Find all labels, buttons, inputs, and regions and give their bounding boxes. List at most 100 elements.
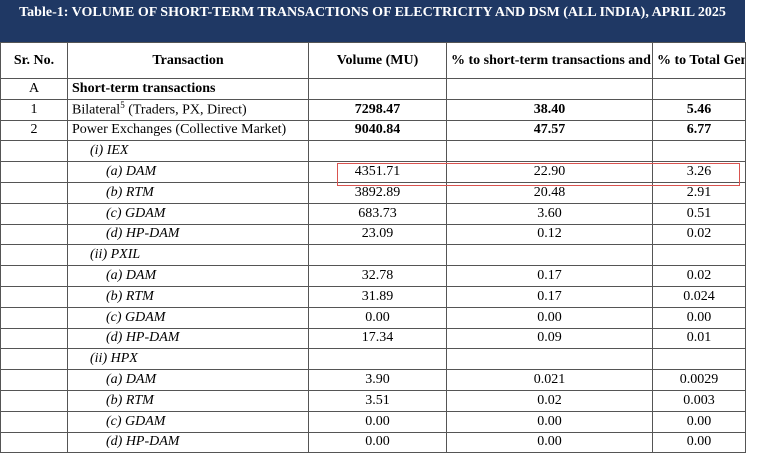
transaction-cell: (i) IEX — [67, 140, 309, 163]
sr-cell — [0, 181, 68, 204]
volume-cell: 0.00 — [308, 431, 447, 454]
sr-cell — [0, 348, 68, 371]
pct-short-term-cell — [446, 78, 653, 100]
transaction-detail: (Traders, PX, Direct) — [124, 103, 247, 119]
transaction-text: Power Exchanges (Collective Market) — [72, 122, 287, 138]
pct-short-term-cell: 0.00 — [446, 410, 653, 433]
transaction-text: (ii) PXIL — [90, 247, 141, 263]
table-row: (d) HP-DAM 0.00 0.00 0.00 — [0, 431, 746, 454]
pct-generation-cell — [652, 78, 746, 100]
pct-generation-cell: 0.00 — [652, 306, 746, 329]
sr-cell — [0, 389, 68, 412]
transaction-cell: (ii) HPX — [67, 348, 309, 371]
pct-short-term-cell: 38.40 — [446, 98, 653, 121]
volume-cell — [308, 78, 447, 100]
header-cell: % to short-term transactions and DSM Vol… — [446, 42, 653, 79]
pct-generation-cell: 0.02 — [652, 265, 746, 287]
pct-generation-cell: 5.46 — [652, 98, 746, 121]
volume-cell: 17.34 — [308, 327, 447, 350]
transaction-cell: (d) HP-DAM — [67, 223, 309, 246]
pct-generation-cell — [652, 348, 746, 371]
transaction-cell: (d) HP-DAM — [67, 431, 309, 454]
table-row: 1 Bilateral5 (Traders, PX, Direct) 7298.47… — [0, 98, 746, 121]
volume-cell: 23.09 — [308, 223, 447, 246]
table-row: (a) DAM 3.90 0.021 0.0029 — [0, 369, 746, 391]
transaction-text: (b) RTM — [106, 184, 154, 200]
transaction-text: (c) GDAM — [106, 205, 166, 221]
pct-short-term-cell — [446, 348, 653, 371]
transaction-text: (ii) HPX — [90, 351, 138, 367]
transaction-text: (a) DAM — [106, 164, 157, 180]
sr-cell — [0, 202, 68, 225]
transaction-text: Short-term transactions — [72, 80, 216, 96]
transaction-text: (d) HP-DAM — [106, 330, 180, 346]
table-row: (ii) PXIL — [0, 244, 746, 267]
pct-generation-cell: 6.77 — [652, 119, 746, 142]
transaction-cell: (c) GDAM — [67, 410, 309, 433]
table-row: (c) GDAM 0.00 0.00 0.00 — [0, 306, 746, 329]
pct-generation-cell: 0.02 — [652, 223, 746, 246]
table-row: (ii) HPX — [0, 348, 746, 371]
sr-cell — [0, 161, 68, 183]
pct-short-term-cell — [446, 244, 653, 267]
volume-cell: 3.51 — [308, 389, 447, 412]
volume-cell — [308, 244, 447, 267]
volume-cell: 3.90 — [308, 369, 447, 391]
pct-generation-cell — [652, 140, 746, 163]
header-row: Sr. No. Transaction Volume (MU) % to sho… — [0, 42, 746, 79]
pct-generation-cell — [652, 244, 746, 267]
sr-cell — [0, 369, 68, 391]
sr-cell: A — [0, 78, 68, 100]
table-body: A Short-term transactions 1 Bilateral5 (Tra… — [0, 78, 746, 454]
volume-cell: 683.73 — [308, 202, 447, 225]
pct-generation-cell: 0.51 — [652, 202, 746, 225]
header-cell: Transaction — [67, 42, 309, 79]
pct-generation-cell: 0.003 — [652, 389, 746, 412]
transaction-text: (a) DAM — [106, 268, 157, 284]
table-title: Table-1: VOLUME OF SHORT-TERM TRANSACTIO… — [0, 0, 745, 42]
pct-generation-cell: 0.024 — [652, 285, 746, 308]
transaction-text: (b) RTM — [106, 392, 154, 408]
sr-cell: 2 — [0, 119, 68, 142]
transaction-cell: (c) GDAM — [67, 306, 309, 329]
pct-short-term-cell: 0.17 — [446, 285, 653, 308]
transaction-cell: (b) RTM — [67, 181, 309, 204]
sr-cell — [0, 285, 68, 308]
sr-cell — [0, 223, 68, 246]
sr-cell — [0, 431, 68, 454]
pct-short-term-cell: 3.60 — [446, 202, 653, 225]
sr-cell: 1 — [0, 98, 68, 121]
pct-short-term-cell: 20.48 — [446, 181, 653, 204]
header-cell: Sr. No. — [0, 42, 68, 79]
volume-cell: 9040.84 — [308, 119, 447, 142]
transaction-cell: (a) DAM — [67, 369, 309, 391]
transaction-text: (c) GDAM — [106, 309, 166, 325]
transaction-cell: (b) RTM — [67, 389, 309, 412]
transaction-cell: (ii) PXIL — [67, 244, 309, 267]
volume-cell: 0.00 — [308, 410, 447, 433]
pct-generation-cell: 0.01 — [652, 327, 746, 350]
transaction-text: (c) GDAM — [106, 413, 166, 429]
pct-generation-cell: 0.0029 — [652, 369, 746, 391]
table-row: (b) RTM 3.51 0.02 0.003 — [0, 389, 746, 412]
pct-short-term-cell: 0.02 — [446, 389, 653, 412]
header-cell: Volume (MU) — [308, 42, 447, 79]
sr-cell — [0, 327, 68, 350]
transaction-cell: Bilateral5 (Traders, PX, Direct) — [67, 98, 309, 121]
volume-cell: 0.00 — [308, 306, 447, 329]
pct-short-term-cell: 0.00 — [446, 306, 653, 329]
pct-short-term-cell: 0.12 — [446, 223, 653, 246]
pct-short-term-cell: 0.17 — [446, 265, 653, 287]
transaction-cell: (d) HP-DAM — [67, 327, 309, 350]
pct-generation-cell: 0.00 — [652, 431, 746, 454]
transaction-cell: (a) DAM — [67, 161, 309, 183]
transaction-text: (a) DAM — [106, 372, 157, 388]
sr-cell — [0, 140, 68, 163]
transaction-cell: (a) DAM — [67, 265, 309, 287]
table-row: (a) DAM 32.78 0.17 0.02 — [0, 265, 746, 287]
pct-generation-cell: 0.00 — [652, 410, 746, 433]
table-row: (d) HP-DAM 23.09 0.12 0.02 — [0, 223, 746, 246]
table-row: (d) HP-DAM 17.34 0.09 0.01 — [0, 327, 746, 350]
table-row: (b) RTM 31.89 0.17 0.024 — [0, 285, 746, 308]
